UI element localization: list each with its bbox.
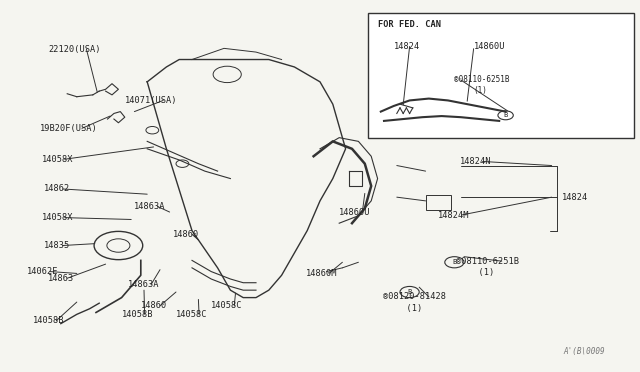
Text: 22120(USA): 22120(USA) (48, 45, 100, 54)
Text: B: B (452, 259, 456, 265)
Text: ®08110-6251B: ®08110-6251B (456, 257, 518, 266)
Text: (1): (1) (474, 86, 488, 94)
Text: 14863: 14863 (48, 274, 74, 283)
Text: 14835: 14835 (44, 241, 70, 250)
Text: (1): (1) (396, 304, 422, 312)
Text: 14824N: 14824N (460, 157, 491, 166)
Text: 14071(USA): 14071(USA) (125, 96, 177, 105)
Text: 14860: 14860 (173, 230, 199, 239)
Text: FOR FED. CAN: FOR FED. CAN (378, 20, 440, 29)
Text: 14860U: 14860U (339, 208, 371, 217)
Bar (368, 13, 634, 138)
Text: 14058B: 14058B (33, 316, 65, 325)
Text: 14058B: 14058B (122, 310, 153, 319)
Text: 14058C: 14058C (211, 301, 243, 310)
Text: 19B20F(USA): 19B20F(USA) (40, 124, 97, 133)
Text: 14058C: 14058C (176, 310, 207, 319)
Text: 14058X: 14058X (42, 155, 73, 164)
Text: 14863A: 14863A (134, 202, 166, 211)
Text: 14058X: 14058X (42, 213, 73, 222)
Text: 14062E: 14062E (27, 267, 58, 276)
Text: (1): (1) (468, 268, 495, 277)
Text: 14862: 14862 (44, 185, 70, 193)
Text: 14863A: 14863A (128, 280, 159, 289)
Text: 14824M: 14824M (438, 211, 470, 219)
Text: 14824: 14824 (562, 193, 588, 202)
Text: 14860: 14860 (141, 301, 167, 310)
Text: A'(B\0009: A'(B\0009 (563, 347, 605, 356)
Text: 14824: 14824 (394, 42, 420, 51)
Text: B: B (504, 112, 508, 118)
Bar (426, 195, 451, 210)
Text: ®08120-81428: ®08120-81428 (383, 292, 445, 301)
Text: 14860M: 14860M (306, 269, 337, 278)
Text: ®08110-6251B: ®08110-6251B (454, 76, 510, 84)
Text: B: B (408, 289, 412, 295)
Text: 14860U: 14860U (474, 42, 505, 51)
